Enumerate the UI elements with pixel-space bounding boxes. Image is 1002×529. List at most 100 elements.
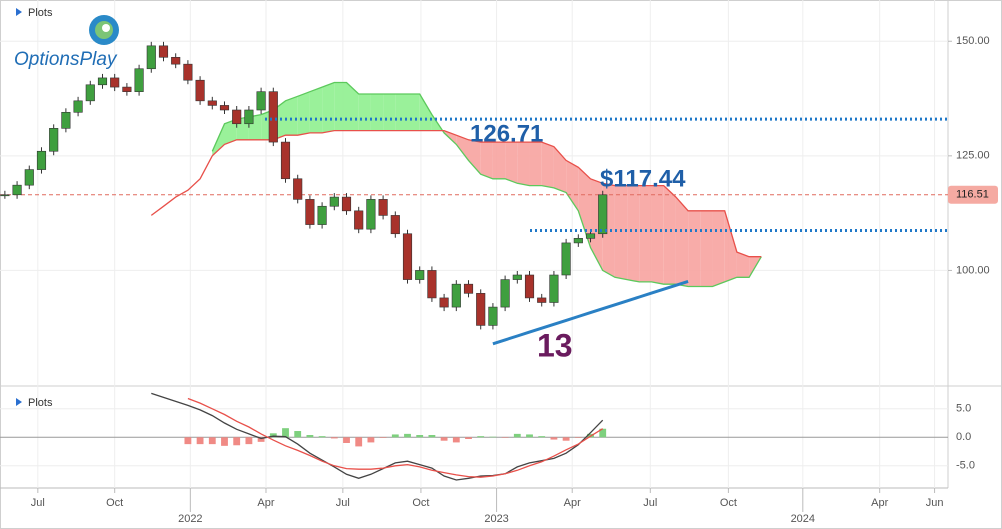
- histogram-bar: [306, 435, 314, 438]
- candle-body: [524, 274, 535, 299]
- cloud-fill: [407, 93, 420, 131]
- candle-body: [61, 111, 71, 129]
- candle-body: [244, 109, 254, 125]
- cloud-fill: [627, 185, 640, 282]
- histogram-bar: [184, 437, 192, 445]
- histogram-bar: [355, 437, 363, 447]
- histogram-bar: [367, 437, 375, 443]
- cloud-fill: [419, 93, 432, 131]
- x-tick-label: 2024: [791, 513, 815, 525]
- candle-body: [232, 109, 242, 125]
- candle-body: [36, 150, 47, 170]
- x-tick-label: 2023: [484, 513, 508, 525]
- histogram-bar: [208, 437, 216, 445]
- cloud-fill: [383, 93, 396, 131]
- histogram-bar: [513, 433, 521, 438]
- x-tick-label: Jul: [643, 497, 657, 509]
- histogram-bar: [294, 431, 302, 438]
- histogram-bar: [452, 437, 460, 443]
- x-tick-label: Oct: [106, 497, 123, 509]
- cloud-fill: [468, 139, 481, 175]
- candle-body: [134, 68, 144, 92]
- logo-icon: [102, 24, 110, 32]
- histogram-bar: [257, 437, 265, 442]
- cloud-fill: [517, 142, 530, 186]
- x-tick-label: Oct: [720, 497, 737, 509]
- panel-label[interactable]: Plots: [28, 397, 53, 409]
- x-tick-label: Jul: [31, 497, 45, 509]
- candle-body: [427, 270, 437, 299]
- histogram-bar: [526, 434, 533, 438]
- candle-body: [598, 194, 608, 235]
- cloud-fill: [285, 96, 298, 136]
- panel-arrow[interactable]: [16, 398, 22, 406]
- cloud-fill: [639, 185, 652, 282]
- cloud-fill: [675, 197, 689, 287]
- x-tick-label: 2022: [178, 513, 202, 525]
- y-tick-label: 0.0: [956, 431, 971, 443]
- histogram-bar: [538, 436, 546, 438]
- plot: [0, 41, 948, 481]
- candle-body: [451, 283, 461, 308]
- candle-body: [293, 178, 303, 200]
- cloud-fill: [334, 82, 347, 131]
- histogram-bar: [428, 435, 436, 438]
- y-tick-label: 150.00: [956, 35, 990, 47]
- cloud-fill: [712, 210, 725, 287]
- last-price-label: 116.51: [956, 189, 989, 201]
- cloud-fill: [505, 142, 518, 184]
- candle-body: [512, 274, 522, 280]
- candle-body: [500, 279, 510, 308]
- histogram-bar: [343, 437, 350, 443]
- candle-body: [85, 84, 95, 102]
- cloud-fill: [578, 167, 591, 248]
- candle-body: [476, 293, 486, 326]
- cloud-fill: [566, 160, 579, 211]
- cloud-fill: [322, 82, 335, 133]
- cloud-fill: [736, 252, 750, 278]
- candle-body: [97, 77, 108, 86]
- candle-body: [305, 199, 315, 225]
- histogram-bar: [440, 437, 448, 441]
- histogram-bar: [245, 437, 253, 445]
- candle-body: [378, 199, 388, 216]
- logo-text: OptionsPlay: [14, 49, 118, 70]
- candle-body: [463, 283, 474, 294]
- cloud-span-b: [150, 129, 762, 258]
- panel-label[interactable]: Plots: [28, 7, 53, 19]
- histogram-bar: [416, 435, 424, 438]
- candle-body: [390, 215, 400, 235]
- x-tick-label: Oct: [412, 497, 429, 509]
- histogram-bar: [477, 436, 485, 438]
- candle-body: [207, 100, 217, 106]
- x-tick-label: Apr: [257, 497, 274, 509]
- candle-body: [488, 306, 498, 326]
- cloud-fill: [358, 93, 371, 131]
- candle-body: [122, 86, 132, 92]
- cloud-fill: [309, 87, 323, 133]
- cloud-fill: [224, 119, 237, 145]
- cloud-fill: [529, 142, 542, 186]
- x-tick-label: Jun: [926, 497, 944, 509]
- cloud-fill: [297, 91, 310, 136]
- y-tick-label: 125.00: [956, 150, 990, 162]
- logo: OptionsPlay: [14, 15, 119, 70]
- histogram-bar: [550, 437, 558, 440]
- candle-body: [354, 210, 364, 230]
- y-tick-label: 100.00: [956, 264, 990, 276]
- cloud-fill: [370, 93, 384, 131]
- histogram-bar: [282, 428, 289, 438]
- histogram-bar: [196, 437, 204, 445]
- macd-line: [151, 392, 604, 481]
- cloud-fill: [395, 93, 408, 131]
- candle-body: [183, 63, 193, 81]
- candle-body: [73, 100, 83, 113]
- candle-body: [317, 205, 327, 225]
- candle-body: [12, 184, 22, 196]
- cloud-fill: [480, 142, 493, 179]
- annotation: 126.71: [470, 120, 543, 147]
- candle-body: [402, 233, 413, 280]
- panel-arrow[interactable]: [16, 8, 22, 16]
- candle-body: [171, 56, 181, 65]
